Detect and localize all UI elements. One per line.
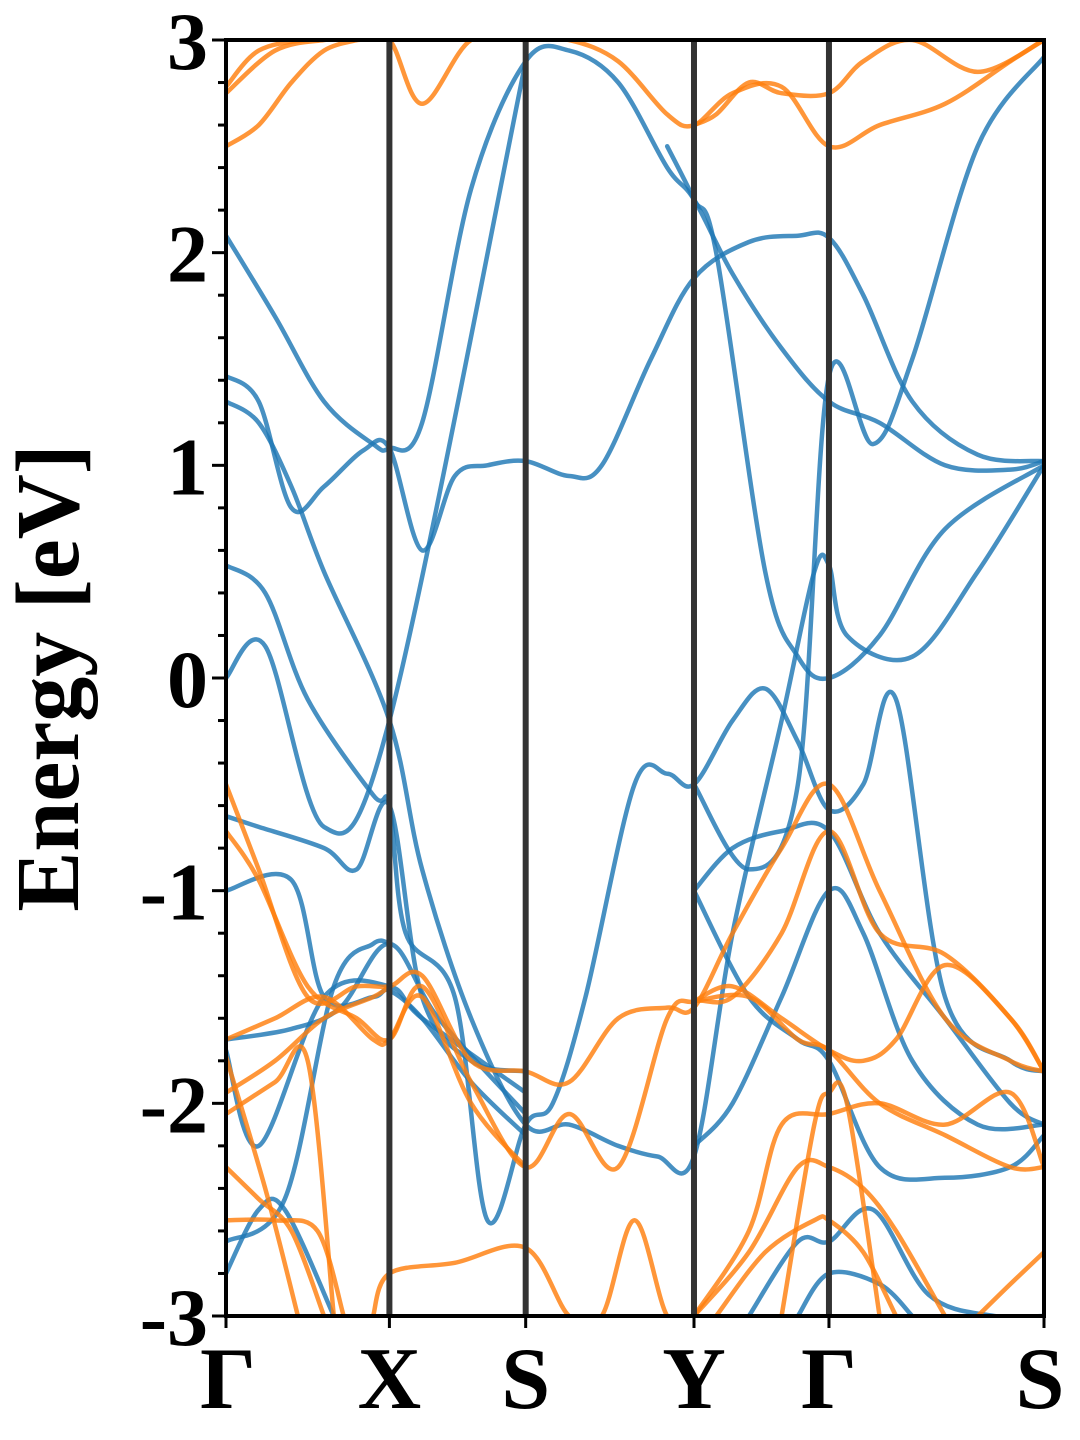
band-down-20 — [226, 40, 359, 96]
y-tick-label: -3 — [140, 1272, 208, 1363]
band-up-0 — [226, 43, 1044, 473]
band-down-23 — [226, 828, 1044, 1172]
band-down-25 — [226, 984, 392, 1095]
y-tick-label: 1 — [167, 421, 208, 512]
band-down-33 — [691, 1089, 1044, 1316]
y-tick-label: -2 — [140, 1059, 208, 1150]
band-up-2 — [226, 399, 1044, 1176]
x-tick-label: Γ — [200, 1331, 256, 1428]
y-axis-ticks: -3 -2 -1 0 1 2 3 — [140, 0, 226, 1363]
x-tick-label: X — [358, 1331, 422, 1428]
band-up-10 — [226, 938, 392, 1244]
x-tick-label: Y — [662, 1331, 726, 1428]
band-down-32 — [691, 962, 1044, 1074]
band-up-12 — [691, 888, 1044, 1183]
band-up-15 — [664, 144, 1044, 682]
x-tick-label: S — [501, 1331, 550, 1428]
band-down-37 — [975, 1249, 1044, 1316]
x-tick-label: Γ — [801, 1331, 857, 1428]
y-tick-label: -1 — [140, 847, 208, 938]
band-up-4 — [226, 59, 528, 836]
band-up-14 — [691, 54, 1044, 872]
band-down-26 — [226, 1044, 337, 1316]
band-up-13 — [691, 886, 1044, 1149]
band-down-22 — [226, 781, 1044, 1087]
band-down-19 — [226, 40, 359, 149]
band-down-35 — [713, 1214, 899, 1316]
band-down-24 — [226, 993, 528, 1170]
band-up-9 — [226, 1196, 337, 1316]
band-down-27 — [226, 1054, 301, 1316]
band-lines — [226, 40, 1044, 1316]
band-down-21 — [691, 40, 1044, 128]
band-down-28 — [226, 1164, 327, 1316]
band-up-17 — [795, 1269, 915, 1316]
y-axis-label: Energy [eV] — [0, 444, 98, 911]
y-tick-label: 0 — [167, 634, 208, 725]
x-tick-label: S — [1016, 1331, 1065, 1428]
y-tick-label: 3 — [167, 0, 208, 87]
band-down-30 — [370, 1218, 697, 1316]
band-up-7 — [226, 941, 528, 1117]
band-up-1 — [226, 230, 1044, 553]
kpoint-divider-lines — [386, 40, 832, 1316]
band-down-29 — [226, 1217, 346, 1316]
band-down-18 — [226, 40, 1044, 150]
y-tick-label: 2 — [167, 209, 208, 300]
